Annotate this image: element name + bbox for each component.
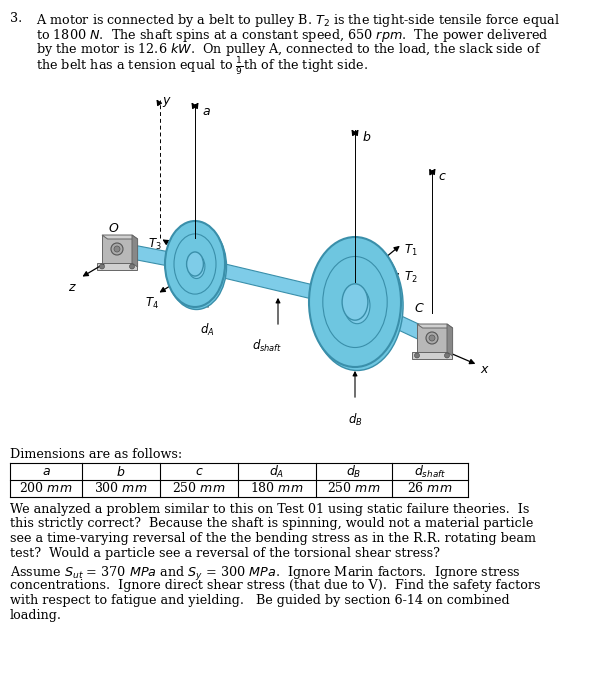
Text: loading.: loading. [10, 608, 62, 621]
Text: 250 $mm$: 250 $mm$ [172, 482, 225, 495]
Bar [417, 324, 447, 352]
Polygon shape [447, 324, 453, 356]
Text: $b$: $b$ [362, 130, 371, 144]
Text: concentrations.  Ignore direct shear stress (that due to V).  Find the safety fa: concentrations. Ignore direct shear stre… [10, 579, 541, 593]
Text: $T_4$: $T_4$ [145, 296, 159, 311]
Circle shape [444, 353, 450, 358]
Text: $b$: $b$ [116, 464, 126, 478]
Text: the belt has a tension equal to $\frac{1}{9}$th of the tight side.: the belt has a tension equal to $\frac{1… [36, 56, 368, 77]
Text: with respect to fatigue and yielding.   Be guided by section 6-14 on combined: with respect to fatigue and yielding. Be… [10, 594, 510, 607]
Circle shape [114, 246, 120, 252]
Ellipse shape [342, 284, 368, 320]
Circle shape [429, 335, 435, 341]
Polygon shape [352, 296, 435, 344]
Text: $T_3$: $T_3$ [148, 237, 162, 252]
Polygon shape [115, 242, 196, 271]
Bar [97, 263, 137, 270]
Circle shape [111, 243, 123, 255]
Text: $a$: $a$ [42, 465, 51, 478]
Circle shape [130, 264, 134, 269]
Text: $d_A$: $d_A$ [200, 322, 214, 338]
Text: Assume $S_{ut}$ = 370 $MPa$ and $S_y$ = 300 $MPa$.  Ignore Marin factors.  Ignor: Assume $S_{ut}$ = 370 $MPa$ and $S_y$ = … [10, 565, 521, 583]
Text: 200 $mm$: 200 $mm$ [20, 482, 73, 495]
Text: 26 $mm$: 26 $mm$ [408, 482, 453, 495]
Text: $z$: $z$ [68, 281, 77, 294]
Text: $A$: $A$ [192, 224, 202, 237]
Text: $c$: $c$ [438, 170, 447, 183]
Text: test?  Would a particle see a reversal of the torsional shear stress?: test? Would a particle see a reversal of… [10, 546, 440, 559]
Text: Dimensions are as follows:: Dimensions are as follows: [10, 448, 182, 461]
Text: 3.: 3. [10, 12, 22, 25]
Text: $O$: $O$ [108, 222, 119, 235]
Ellipse shape [309, 237, 401, 367]
Ellipse shape [165, 221, 225, 307]
Text: $d_{shaft}$: $d_{shaft}$ [252, 338, 282, 354]
Bar [412, 352, 452, 359]
Text: $d_B$: $d_B$ [346, 464, 362, 480]
Circle shape [426, 332, 438, 344]
Text: A motor is connected by a belt to pulley B. $T_2$ is the tight-side tensile forc: A motor is connected by a belt to pulley… [36, 12, 560, 29]
Text: $d_A$: $d_A$ [269, 464, 285, 480]
Text: $d_{shaft}$: $d_{shaft}$ [414, 464, 446, 480]
Text: $y$: $y$ [162, 95, 172, 109]
Text: this strictly correct?  Because the shaft is spinning, would not a material part: this strictly correct? Because the shaft… [10, 517, 533, 531]
Text: 180 $mm$: 180 $mm$ [251, 482, 304, 495]
Text: $B$: $B$ [352, 242, 362, 255]
Ellipse shape [344, 287, 370, 324]
Text: $c$: $c$ [195, 465, 203, 478]
Text: $d_B$: $d_B$ [348, 412, 362, 428]
Text: $T_2$: $T_2$ [404, 270, 417, 285]
Polygon shape [417, 324, 453, 328]
Circle shape [414, 353, 420, 358]
Text: to 1800 $N$.  The shaft spins at a constant speed, 650 $rpm$.  The power deliver: to 1800 $N$. The shaft spins at a consta… [36, 26, 549, 43]
Text: $T_1$: $T_1$ [404, 243, 418, 258]
Text: $C$: $C$ [414, 302, 425, 315]
Ellipse shape [188, 254, 205, 278]
Ellipse shape [167, 223, 227, 309]
Polygon shape [102, 235, 137, 239]
Polygon shape [194, 257, 357, 309]
Text: $a$: $a$ [202, 105, 211, 118]
Text: by the motor is 12.6 $kW$.  On pulley A, connected to the load, the slack side o: by the motor is 12.6 $kW$. On pulley A, … [36, 41, 541, 58]
Circle shape [100, 264, 104, 269]
Text: see a time-varying reversal of the the bending stress as in the R.R. rotating be: see a time-varying reversal of the the b… [10, 532, 536, 545]
Text: 250 $mm$: 250 $mm$ [327, 482, 381, 495]
Text: $x$: $x$ [480, 363, 490, 376]
Ellipse shape [311, 240, 403, 371]
Ellipse shape [186, 252, 203, 276]
Bar [102, 235, 132, 263]
Text: We analyzed a problem similar to this on Test 01 using static failure theories. : We analyzed a problem similar to this on… [10, 503, 529, 516]
Text: 300 $mm$: 300 $mm$ [94, 482, 148, 495]
Polygon shape [132, 235, 137, 267]
